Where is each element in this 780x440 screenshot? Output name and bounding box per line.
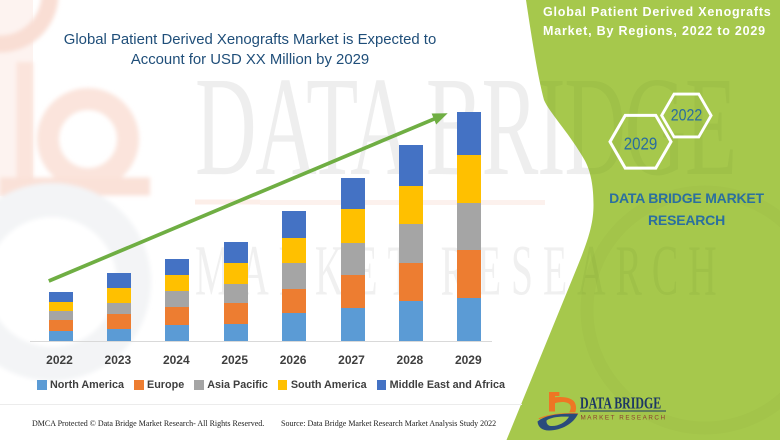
svg-text:2022: 2022: [671, 106, 703, 125]
svg-text:DATA BRIDGE: DATA BRIDGE: [580, 395, 661, 414]
svg-text:2029: 2029: [624, 133, 658, 153]
svg-text:MARKET RESEARCH: MARKET RESEARCH: [581, 415, 667, 422]
